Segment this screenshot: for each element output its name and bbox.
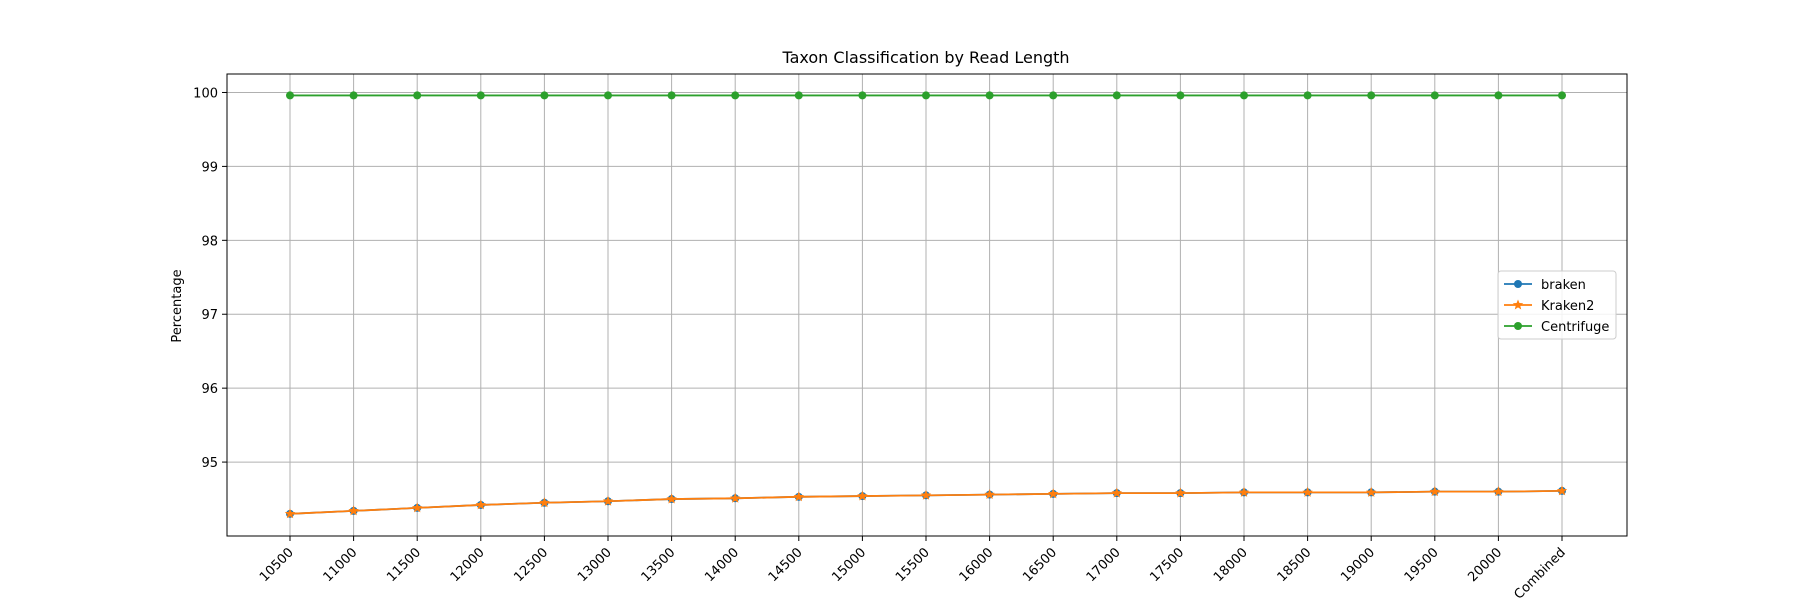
series-centrifuge: [286, 91, 1566, 100]
grid-lines: [227, 74, 1627, 536]
x-tick-label: 18000: [1211, 545, 1251, 585]
kraken2-point: [793, 491, 805, 502]
centrifuge-point: [1112, 91, 1121, 100]
kraken2-point: [1302, 486, 1313, 497]
centrifuge-point: [413, 91, 422, 100]
x-tick-label: 14000: [702, 545, 742, 585]
x-tick-label: 10500: [257, 545, 297, 585]
legend-item-braken: braken: [1504, 278, 1586, 293]
x-tick-label: 12000: [448, 545, 488, 585]
kraken2-point: [1111, 487, 1123, 498]
legend-label: Centrifuge: [1541, 320, 1609, 335]
x-tick-label: Combined: [1512, 545, 1569, 600]
centrifuge-point: [1176, 91, 1185, 100]
centrifuge-point: [1430, 91, 1439, 100]
centrifuge-point: [794, 91, 803, 100]
y-axis: 95 96 97 98 99 100: [193, 86, 227, 471]
kraken2-point: [984, 489, 995, 500]
centrifuge-point: [540, 91, 549, 100]
centrifuge-point: [1558, 91, 1566, 100]
centrifuge-point: [349, 91, 358, 100]
y-tick-label: 96: [201, 382, 218, 397]
centrifuge-point: [1494, 91, 1503, 100]
x-tick-label: 11500: [384, 545, 424, 585]
y-tick-label: 99: [201, 160, 218, 175]
x-tick-label: 12500: [511, 545, 551, 585]
x-tick-label: 18500: [1275, 545, 1315, 585]
centrifuge-point: [731, 91, 740, 100]
kraken2-point: [475, 499, 487, 510]
y-axis-label: Percentage: [170, 269, 185, 342]
x-tick-label: 16000: [957, 545, 997, 585]
y-tick-label: 95: [201, 456, 218, 471]
x-tick-label: 13000: [575, 545, 615, 585]
kraken2-point: [1556, 485, 1568, 496]
centrifuge-point: [286, 91, 294, 100]
kraken2-point: [729, 492, 741, 503]
legend-item-centrifuge: Centrifuge: [1504, 320, 1609, 335]
chart-title: Taxon Classification by Read Length: [781, 48, 1069, 67]
kraken2-point: [1047, 488, 1059, 499]
legend-swatch-marker: [1514, 322, 1522, 330]
kraken2-point: [920, 489, 932, 500]
x-tick-label: 19000: [1338, 545, 1378, 585]
centrifuge-point: [1049, 91, 1058, 100]
x-tick-label: 15000: [829, 545, 869, 585]
centrifuge-point: [922, 91, 930, 100]
x-tick-label: 15500: [893, 545, 933, 585]
kraken2-point: [348, 505, 359, 516]
centrifuge-point: [1303, 91, 1312, 100]
x-tick-label: 11000: [321, 545, 361, 585]
centrifuge-point: [604, 91, 612, 100]
x-tick-label: 16500: [1020, 545, 1060, 585]
kraken2-point: [1238, 486, 1250, 497]
x-tick-label: 13500: [639, 545, 679, 585]
legend-label: Kraken2: [1541, 299, 1594, 314]
legend-box: [1497, 270, 1617, 340]
kraken2-point: [539, 497, 550, 508]
legend-swatch-marker: [1514, 280, 1522, 288]
centrifuge-point: [1367, 91, 1376, 100]
kraken2-point: [1429, 486, 1441, 497]
kraken2-point: [1365, 486, 1377, 497]
plot-frame: [226, 73, 1628, 537]
x-tick-label: 20000: [1465, 545, 1505, 585]
series-layer: [284, 91, 1568, 519]
x-tick-label: 14500: [766, 545, 806, 585]
y-tick-label: 100: [193, 86, 218, 101]
kraken2-point: [411, 502, 423, 513]
kraken2-point: [1175, 487, 1186, 498]
kraken2-point: [857, 490, 868, 501]
centrifuge-point: [1240, 91, 1248, 100]
y-tick-label: 97: [201, 308, 218, 323]
legend-item-kraken2: Kraken2: [1504, 299, 1594, 314]
kraken2-point: [284, 508, 296, 519]
x-axis: 10500 11000 11500 12000 12500 13000 13500 14000…: [257, 536, 1569, 600]
x-tick-label: 19500: [1402, 545, 1442, 585]
legend: braken Kraken2 Centrifuge: [1497, 270, 1617, 340]
x-tick-label: 17500: [1147, 545, 1187, 585]
centrifuge-point: [858, 91, 867, 100]
kraken2-point: [1493, 486, 1504, 497]
series-kraken2: [284, 485, 1568, 519]
x-tick-label: 17000: [1084, 545, 1124, 585]
y-tick-label: 98: [201, 234, 218, 249]
legend-label: braken: [1541, 278, 1586, 293]
centrifuge-point: [667, 91, 676, 100]
kraken2-point: [666, 493, 677, 504]
centrifuge-point: [985, 91, 994, 100]
legend-swatch-marker: [1512, 299, 1524, 310]
kraken2-point: [602, 495, 614, 506]
centrifuge-point: [476, 91, 485, 100]
